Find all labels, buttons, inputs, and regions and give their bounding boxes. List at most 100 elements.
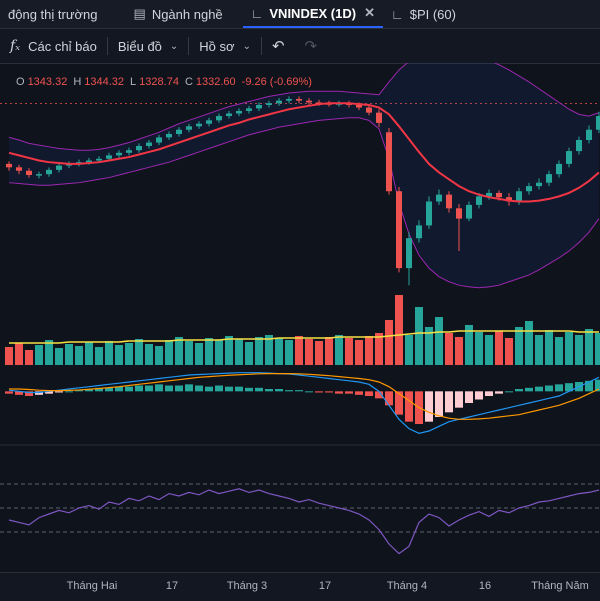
indicators-label: Các chỉ báo <box>28 38 97 54</box>
macd-histogram-bar <box>275 389 283 392</box>
macd-histogram-bar <box>245 387 253 392</box>
volume-bar <box>245 342 253 365</box>
macd-histogram-bar <box>535 386 543 392</box>
tab-pi[interactable]: ∟ $PI (60) <box>383 0 464 28</box>
volume-bar <box>275 338 283 365</box>
close-label: C <box>184 76 193 88</box>
macd-histogram-bar <box>295 390 303 392</box>
macd-histogram-bar <box>85 389 93 392</box>
volume-bar <box>85 342 93 365</box>
macd-histogram-bar <box>395 391 403 415</box>
x-tick-label: 17 <box>318 580 332 592</box>
volume-bar <box>415 307 423 365</box>
tab-market-activity[interactable]: động thị trường <box>0 0 106 28</box>
volume-bar <box>505 338 513 365</box>
volume-bar <box>545 330 553 365</box>
x-tick-label: Tháng Hai <box>66 580 118 592</box>
volume-bar <box>225 336 233 365</box>
volume-bar <box>475 332 483 365</box>
macd-histogram-bar <box>305 391 313 393</box>
volume-bar <box>115 345 123 365</box>
macd-histogram-bar <box>545 385 553 392</box>
macd-histogram-bar <box>165 385 173 392</box>
volume-bar <box>205 338 213 365</box>
candle-body <box>6 163 12 168</box>
volume-bar <box>355 340 363 365</box>
volume-bar <box>235 339 243 365</box>
candle-body <box>476 196 482 205</box>
macd-histogram-bar <box>585 380 593 392</box>
candle-body <box>406 238 412 269</box>
volume-bar <box>35 345 43 365</box>
redo-button[interactable]: ↷ <box>295 37 328 55</box>
volume-bar <box>195 343 203 365</box>
macd-histogram-bar <box>555 384 563 392</box>
macd-line <box>8 372 600 434</box>
time-axis[interactable]: Tháng Hai 17 Tháng 3 17 Tháng 4 16 Tháng… <box>0 572 600 601</box>
candle-body <box>116 152 122 156</box>
macd-histogram-bar <box>525 387 533 392</box>
candle-body <box>566 151 572 164</box>
volume-bar <box>555 337 563 365</box>
volume-bar <box>25 350 33 365</box>
volume-bar <box>445 333 453 365</box>
chart-type-button[interactable]: Biểu đồ ⌄ <box>108 39 188 54</box>
chart-toolbar: fₓ Các chỉ báo Biểu đồ ⌄ Hồ sơ ⌄ ↶ ↷ <box>0 29 600 64</box>
macd-histogram-bar <box>95 387 103 392</box>
candle-body <box>486 192 492 197</box>
volume-bar <box>185 341 193 365</box>
high-value: 1344.32 <box>84 76 125 88</box>
volume-bar <box>575 335 583 365</box>
candle-body <box>446 194 452 209</box>
macd-histogram-bar <box>505 391 513 393</box>
tab-vnindex[interactable]: ∟ VNINDEX (1D) ✕ <box>242 0 383 28</box>
high-label: H <box>73 76 82 88</box>
tab-industries[interactable]: ▤ Ngành nghề <box>126 0 231 28</box>
macd-histogram-bar <box>145 385 153 392</box>
candle-body <box>436 194 442 202</box>
volume-bar <box>585 329 593 365</box>
volume-bar <box>265 335 273 365</box>
volume-bar <box>145 344 153 365</box>
volume-bar <box>135 339 143 365</box>
close-icon[interactable]: ✕ <box>364 5 375 20</box>
macd-histogram-bar <box>475 391 483 400</box>
tab-bar: động thị trường ▤ Ngành nghề ∟ VNINDEX (… <box>0 0 600 29</box>
volume-bar <box>55 348 63 365</box>
moving-average-line <box>8 102 600 203</box>
candle-body <box>216 116 222 121</box>
macd-histogram-bar <box>125 386 133 392</box>
divider <box>188 37 190 55</box>
undo-button[interactable]: ↶ <box>262 37 295 55</box>
indicators-button[interactable]: fₓ Các chỉ báo <box>0 38 107 54</box>
candle-body <box>266 103 272 105</box>
x-tick-label: Tháng Năm <box>531 580 589 592</box>
macd-histogram-bar <box>435 391 443 417</box>
tab-label: Ngành nghề <box>151 6 223 22</box>
volume-bar <box>165 340 173 365</box>
macd-histogram-bar <box>75 390 83 392</box>
candle-body <box>36 174 42 176</box>
macd-histogram-bar <box>595 379 600 392</box>
volume-bar <box>535 335 543 365</box>
price-chart[interactable] <box>0 63 600 572</box>
redo-icon: ↷ <box>304 38 318 55</box>
undo-icon: ↶ <box>271 38 285 55</box>
macd-histogram-bar <box>365 391 373 396</box>
macd-histogram-bar <box>195 385 203 392</box>
profile-button[interactable]: Hồ sơ ⌄ <box>189 39 261 54</box>
candle-body <box>576 139 582 152</box>
volume-bar <box>405 335 413 365</box>
candle-body <box>496 192 502 198</box>
candle-body <box>196 123 202 127</box>
low-label: L <box>130 76 137 88</box>
volume-bar <box>425 327 433 365</box>
list-icon: ▤ <box>133 6 146 21</box>
candle-body <box>376 112 382 123</box>
macd-histogram-bar <box>425 391 433 422</box>
volume-bar <box>595 333 600 365</box>
volume-bar <box>385 320 393 365</box>
chevron-down-icon: ⌄ <box>242 40 251 52</box>
macd-histogram-bar <box>65 391 73 393</box>
candle-body <box>596 116 600 130</box>
